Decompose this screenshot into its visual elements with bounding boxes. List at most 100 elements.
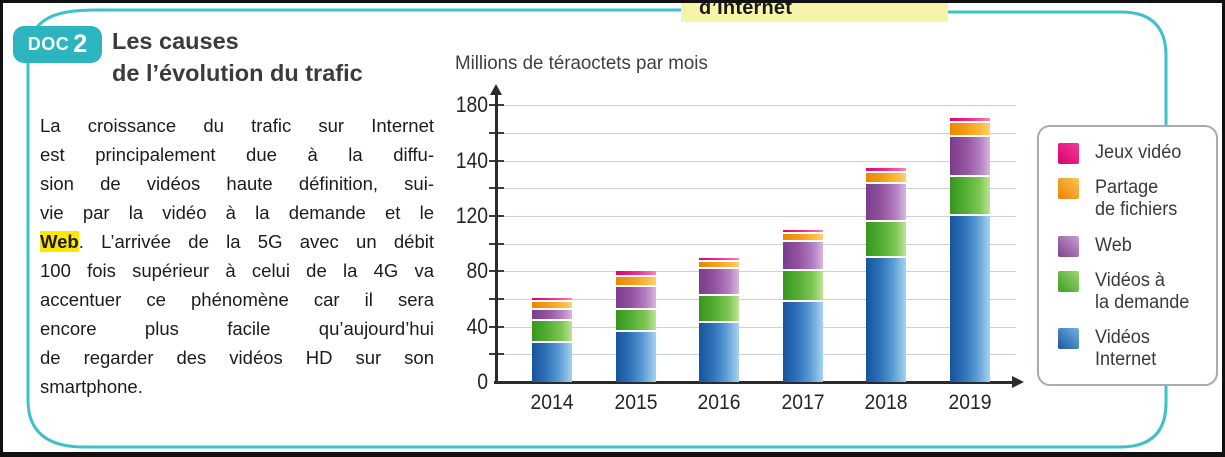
legend-item-jeux: Jeux vidéo xyxy=(1058,142,1210,164)
legend-swatch-videos-internet xyxy=(1058,328,1079,349)
bar-2017 xyxy=(782,229,823,382)
bar-segment-partage xyxy=(699,261,739,269)
legend-item-partage: Partage de fichiers xyxy=(1058,177,1210,221)
scan-border-right xyxy=(1222,0,1225,457)
bar-segment-partage xyxy=(949,123,990,138)
bar-segment-web xyxy=(949,137,990,178)
legend-label-line: Web xyxy=(1095,234,1132,256)
y-tick-label: 40 xyxy=(466,313,488,339)
bar-segment-jeux xyxy=(532,297,572,302)
scan-border-top xyxy=(0,0,1225,3)
legend-label-line: Jeux vidéo xyxy=(1095,142,1182,163)
bar-2015 xyxy=(615,271,656,382)
x-axis xyxy=(494,381,1014,384)
y-tick-label: 80 xyxy=(466,258,488,284)
legend-item-videos-internet: Vidéos Internet xyxy=(1058,327,1210,371)
bar-segment-videos-demande xyxy=(949,177,990,217)
bar-2016 xyxy=(699,257,739,382)
legend-label: Partage de fichiers xyxy=(1095,177,1177,221)
chart-banner: Les principaux usages d’Internet xyxy=(681,0,948,22)
bar-segment-videos-demande xyxy=(532,321,572,344)
paragraph-text: de regarder des vidéos HD sur son xyxy=(40,347,434,368)
bar-segment-videos-demande xyxy=(866,221,906,258)
gridline xyxy=(497,160,1016,162)
paragraph-text: . L’arrivée de la 5G avec un débit xyxy=(78,231,434,252)
legend-label-line: Internet xyxy=(1095,349,1157,370)
bar-segment-videos-demande xyxy=(782,271,823,302)
bar-segment-web xyxy=(866,184,906,222)
scan-border-bottom xyxy=(0,452,1225,457)
bar-segment-partage xyxy=(866,173,906,185)
body-paragraph: La croissance du trafic sur Internet est … xyxy=(40,111,434,401)
legend-label-line: Partage xyxy=(1095,177,1159,199)
bar-segment-videos-internet xyxy=(699,322,739,382)
highlighted-word: Web xyxy=(40,231,79,252)
gridline xyxy=(497,326,1016,328)
doc-badge-number: 2 xyxy=(73,30,88,58)
gridline xyxy=(497,216,1016,218)
bar-segment-videos-internet xyxy=(866,257,906,382)
legend-label-line: de fichiers xyxy=(1095,199,1178,221)
legend-item-web: Web xyxy=(1058,235,1210,257)
paragraph-line: 100 fois supérieur à celui de la 4G va xyxy=(40,256,434,285)
legend-label-line: Vidéos xyxy=(1095,327,1150,348)
gridline xyxy=(497,133,1016,135)
doc-badge-word: DOC xyxy=(27,34,70,54)
x-tick-label-2017: 2017 xyxy=(780,390,825,414)
bar-segment-jeux xyxy=(949,117,990,124)
paragraph-line: vie par la vidéo à la demande et le xyxy=(40,198,434,227)
paragraph-line: encore plus facile qu’aujourd’hui xyxy=(40,314,434,343)
legend-label-line: la demande xyxy=(1095,291,1190,313)
bar-segment-jeux xyxy=(782,229,823,235)
x-tick-label-2018: 2018 xyxy=(864,390,908,414)
gridline xyxy=(497,188,1016,190)
bar-segment-jeux xyxy=(866,167,906,174)
paragraph-line: accentuer ce phénomène car il sera xyxy=(40,285,434,314)
bar-segment-web xyxy=(699,268,739,297)
y-tick-label: 140 xyxy=(455,147,488,173)
gridline xyxy=(497,299,1016,301)
legend-label-line: Vidéos à xyxy=(1095,269,1165,291)
paragraph-text: 100 fois supérieur à celui de la 4G va xyxy=(40,260,434,281)
paragraph-line: La croissance du trafic sur Internet xyxy=(40,111,434,140)
gridline xyxy=(497,105,1016,107)
bar-segment-partage xyxy=(782,234,823,243)
bar-segment-videos-internet xyxy=(782,301,823,382)
paragraph-line: Web. L’arrivée de la 5G avec un débit xyxy=(40,227,434,256)
paragraph-line: sion de vidéos haute définition, sui- xyxy=(40,169,434,198)
paragraph-line: est principalement due à la diffu- xyxy=(40,140,434,169)
bar-2014 xyxy=(532,297,572,382)
x-tick-label-2015: 2015 xyxy=(613,390,658,414)
legend-label: Web xyxy=(1095,235,1132,257)
bar-segment-jeux xyxy=(699,257,739,262)
bar-segment-partage xyxy=(615,276,656,287)
y-tick-label: 120 xyxy=(455,203,488,229)
bar-segment-videos-demande xyxy=(699,296,739,323)
bar-segment-videos-internet xyxy=(949,216,990,382)
y-tick-label: 180 xyxy=(455,92,488,118)
x-tick-label-2014: 2014 xyxy=(530,390,574,414)
gridline xyxy=(497,243,1016,245)
bar-2019 xyxy=(949,117,990,382)
legend-label: Jeux vidéo xyxy=(1095,142,1181,164)
legend-swatch-videos-demande xyxy=(1058,270,1079,292)
bar-segment-web xyxy=(615,286,656,311)
x-tick-label-2019: 2019 xyxy=(947,390,992,414)
bar-segment-videos-internet xyxy=(532,343,572,382)
paragraph-text: sion de vidéos haute définition, sui- xyxy=(40,173,434,194)
legend-swatch-web xyxy=(1058,235,1079,257)
page-title-line1: Les causes xyxy=(112,28,239,54)
page-title: Les causes de l’évolution du trafic xyxy=(112,25,363,89)
legend-label: Vidéos Internet xyxy=(1095,327,1156,371)
paragraph-text: accentuer ce phénomène car il sera xyxy=(40,289,434,310)
gridline xyxy=(497,271,1016,273)
y-tick-label: 0 xyxy=(477,369,488,394)
legend-swatch-jeux xyxy=(1058,143,1079,164)
paragraph-text: encore plus facile qu’aujourd’hui xyxy=(40,318,434,339)
legend-swatch-partage xyxy=(1058,178,1079,200)
y-axis-arrow-icon xyxy=(490,84,502,95)
